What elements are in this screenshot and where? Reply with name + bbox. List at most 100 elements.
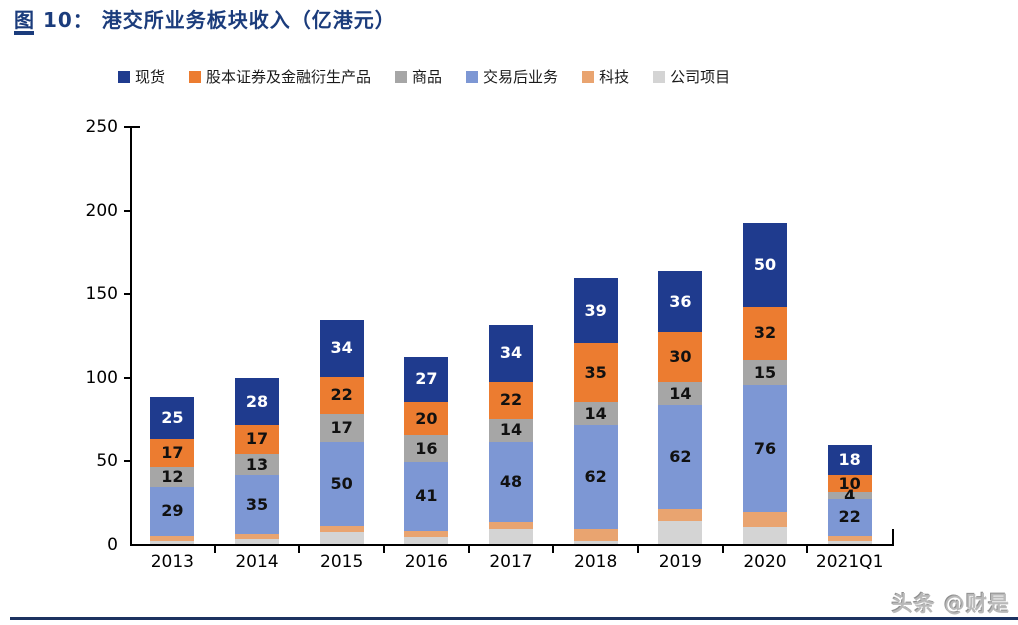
- bar-2015: 34 22 17 50: [319, 319, 364, 544]
- x-axis-line: [130, 544, 894, 546]
- bar-segment-technology-2019: [658, 508, 703, 521]
- bar-value-label: 32: [753, 323, 777, 343]
- bar-value-label: 22: [838, 507, 861, 527]
- x-label-2018: 2018: [574, 552, 618, 572]
- bar-value-label: 15: [753, 362, 777, 382]
- bar-segment-corporate-items-2016: [404, 537, 449, 544]
- bar-value-label: 34: [499, 343, 523, 363]
- bar-segment-corporate-items-2020: [743, 527, 787, 544]
- bar-segment-commodities-2021Q1: 4: [827, 487, 872, 503]
- bar-segment-technology-2015: [319, 525, 364, 533]
- bar-value-label: 10: [838, 473, 861, 493]
- y-tick-label-250: 250: [85, 117, 118, 137]
- bar-segment-commodities-2014: 13: [235, 453, 279, 476]
- bar-segment-spot-2019: 36: [658, 271, 703, 332]
- bar-segment-post-trade-2017: 48: [489, 441, 533, 523]
- bar-value-label: 25: [161, 407, 184, 427]
- bar-segment-technology-2021Q1: [827, 535, 872, 541]
- bar-value-label: 12: [161, 467, 184, 487]
- bar-value-label: 35: [584, 362, 607, 382]
- legend-label-equity-derivatives: 股本证券及金融衍生产品: [206, 68, 372, 86]
- bar-segment-equity-derivatives-2021Q1: 10: [827, 473, 872, 493]
- bar-segment-technology-2016: [404, 530, 449, 538]
- y-tick-label-100: 100: [85, 367, 118, 388]
- bar-value-label: 14: [499, 420, 523, 440]
- y-tick-250: [124, 126, 130, 128]
- bar-value-label: 14: [669, 383, 692, 403]
- bar-value-label: 4: [844, 485, 856, 505]
- bar-value-label: 62: [584, 467, 607, 487]
- bar-value-label: 22: [499, 390, 523, 410]
- bar-segment-technology-2018: [573, 528, 618, 541]
- x-tick-2017: [467, 546, 470, 553]
- title-underline-mark: [14, 31, 34, 35]
- bar-segment-equity-derivatives-2014: 17: [235, 425, 279, 454]
- bar-segment-post-trade-2020: 76: [743, 385, 787, 513]
- x-label-2017: 2017: [489, 552, 533, 572]
- y-tick-50: [124, 460, 130, 463]
- bar-2019: 36 30 14 62: [658, 271, 703, 544]
- legend-label-post-trade: 交易后业务: [483, 68, 559, 86]
- bar-2013: 25 17 12 29: [150, 396, 195, 544]
- x-tick-2019: [637, 546, 639, 553]
- y-tick-label-0: 0: [107, 535, 118, 555]
- bar-segment-post-trade-2014: 35: [235, 475, 279, 534]
- bottom-divider-line: [10, 617, 1018, 620]
- bar-segment-commodities-2013: 12: [150, 467, 195, 488]
- bar-value-label: 18: [838, 450, 861, 470]
- legend-swatch-corporate-items: [653, 70, 666, 83]
- bar-segment-post-trade-2015: 50: [319, 441, 364, 526]
- bar-value-label: 48: [499, 472, 523, 492]
- bar-segment-spot-2013: 25: [150, 396, 195, 439]
- bar-value-label: 50: [753, 254, 777, 274]
- bar-segment-post-trade-2018: 62: [573, 425, 618, 529]
- bar-segment-corporate-items-2015: [319, 532, 364, 544]
- legend-item-equity-derivatives: 股本证券及金融衍生产品: [189, 66, 371, 87]
- bar-segment-commodities-2020: 15: [743, 360, 787, 386]
- bar-value-label: 16: [415, 438, 438, 458]
- bar-value-label: 62: [669, 447, 692, 467]
- bar-segment-technology-2017: [489, 522, 533, 529]
- x-tick-2015: [298, 546, 301, 553]
- y-axis-line: [130, 126, 132, 546]
- y-tick-100: [124, 376, 130, 379]
- bar-segment-spot-2014: 28: [235, 378, 279, 426]
- bar-segment-spot-2017: 34: [489, 324, 533, 382]
- bar-2021Q1: 18 10 4 22: [827, 445, 872, 544]
- legend-item-corporate-items: 公司项目: [653, 66, 730, 87]
- bar-segment-spot-2021Q1: 18: [827, 445, 872, 476]
- bar-segment-post-trade-2016: 41: [404, 462, 449, 531]
- bar-value-label: 39: [584, 300, 607, 320]
- x-label-2020: 2020: [743, 552, 787, 572]
- bar-segment-corporate-items-2018: [573, 540, 618, 544]
- legend-label-spot: 现货: [135, 68, 166, 86]
- bar-value-label: 41: [415, 486, 438, 506]
- bar-segment-corporate-items-2021Q1: [827, 540, 872, 544]
- bar-segment-commodities-2015: 17: [319, 413, 364, 442]
- bar-segment-commodities-2016: 16: [404, 435, 449, 463]
- legend-item-technology: 科技: [582, 66, 629, 87]
- bar-value-label: 34: [330, 338, 353, 358]
- bar-segment-technology-2020: [743, 512, 787, 528]
- bar-segment-post-trade-2021Q1: 22: [827, 498, 872, 536]
- y-tick-label-150: 150: [85, 284, 118, 305]
- bar-value-label: 76: [753, 438, 777, 458]
- bar-segment-spot-2015: 34: [319, 319, 364, 377]
- bar-value-label: 30: [669, 346, 692, 366]
- bar-value-label: 20: [415, 408, 438, 428]
- bar-segment-equity-derivatives-2016: 20: [404, 401, 449, 436]
- bar-2020: 50 32 15 76: [743, 222, 787, 544]
- bar-value-label: 17: [245, 429, 269, 449]
- x-tick-2021Q1: [806, 546, 809, 553]
- bar-segment-commodities-2019: 14: [658, 381, 703, 406]
- bar-segment-commodities-2018: 14: [573, 401, 618, 426]
- legend-item-spot: 现货: [118, 66, 165, 87]
- y-tick-label-200: 200: [85, 200, 118, 221]
- y-axis-top-tick: [130, 126, 140, 128]
- x-label-2016: 2016: [404, 552, 448, 572]
- bar-segment-equity-derivatives-2018: 35: [573, 343, 618, 402]
- legend-swatch-spot: [118, 70, 130, 83]
- bar-value-label: 13: [245, 454, 269, 474]
- bar-segment-technology-2013: [150, 535, 195, 541]
